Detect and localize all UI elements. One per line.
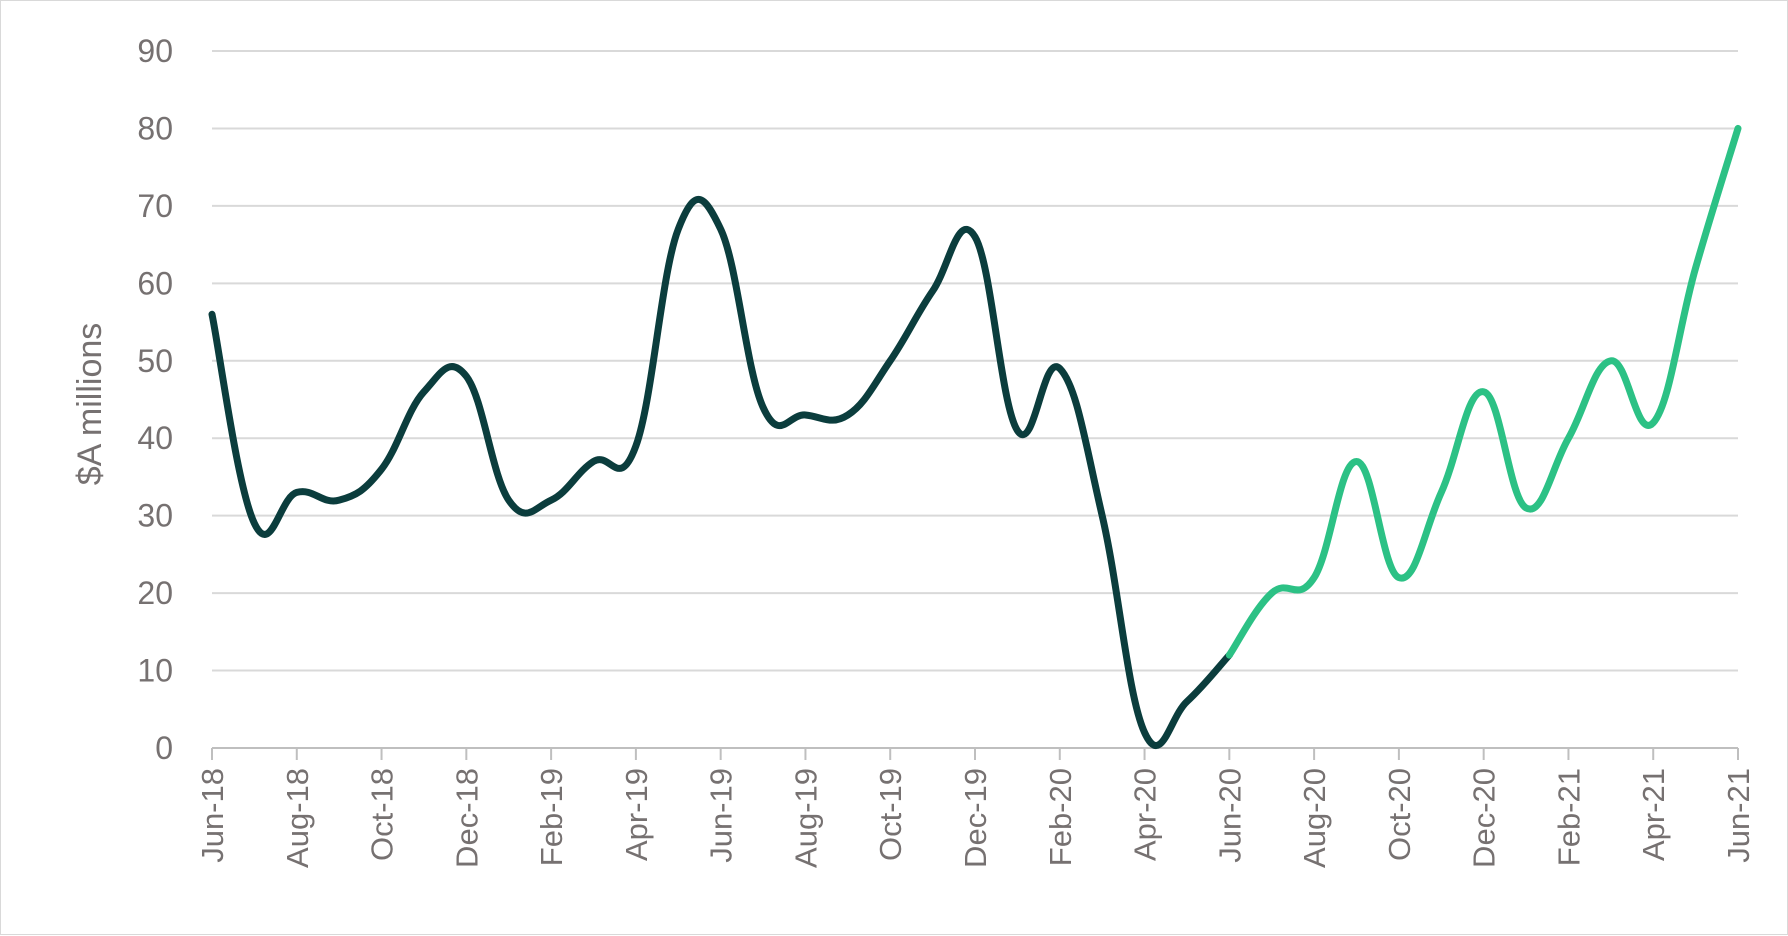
x-tick-label: Jun-20	[1212, 768, 1247, 863]
y-tick-label: 0	[155, 730, 173, 766]
x-tick-label: Aug-19	[788, 768, 823, 868]
x-tick-label: Feb-19	[534, 768, 569, 866]
x-tick-label: Apr-20	[1128, 768, 1163, 861]
y-axis-title: $A millions	[71, 323, 109, 486]
y-tick-label: 10	[137, 653, 173, 689]
y-tick-label: 20	[137, 575, 173, 611]
y-tick-label: 30	[137, 498, 173, 534]
series-line-1	[208, 196, 1233, 749]
x-tick-label: Feb-21	[1551, 768, 1586, 866]
y-tick-label: 80	[137, 110, 173, 146]
x-tick-labels: Jun-18 Aug-18 Oct-18 Dec-18 Feb-19 Apr-19 Jun-…	[195, 768, 1756, 868]
x-tick-label: Jun-19	[704, 768, 739, 863]
y-tick-label: 40	[137, 420, 173, 456]
x-tick-label: Feb-20	[1043, 768, 1078, 866]
gridlines	[212, 50, 1738, 672]
x-tick-label: Dec-19	[958, 768, 993, 868]
y-tick-label: 70	[137, 188, 173, 224]
x-tick-label: Jun-18	[195, 768, 230, 863]
x-tick-label: Dec-18	[449, 768, 484, 868]
series-lines	[208, 124, 1742, 749]
x-tick-label: Aug-18	[280, 768, 315, 868]
y-tick-label: 50	[137, 343, 173, 379]
x-tick-label: Oct-20	[1382, 768, 1417, 861]
x-tick-label: Dec-20	[1467, 768, 1502, 868]
x-tick-label: Apr-21	[1636, 768, 1671, 861]
x-axis	[211, 747, 1739, 760]
x-tick-label: Apr-19	[619, 768, 654, 861]
x-tick-label: Aug-20	[1297, 768, 1332, 868]
x-tick-label: Oct-18	[365, 768, 400, 861]
y-tick-label: 60	[137, 265, 173, 301]
y-tick-labels: 0 10 20 30 40 50 60 70 80 90	[137, 33, 173, 766]
series-line-2	[1225, 124, 1742, 659]
y-tick-label: 90	[137, 33, 173, 69]
x-tick-label: Jun-21	[1721, 768, 1756, 863]
x-tick-label: Oct-19	[873, 768, 908, 861]
